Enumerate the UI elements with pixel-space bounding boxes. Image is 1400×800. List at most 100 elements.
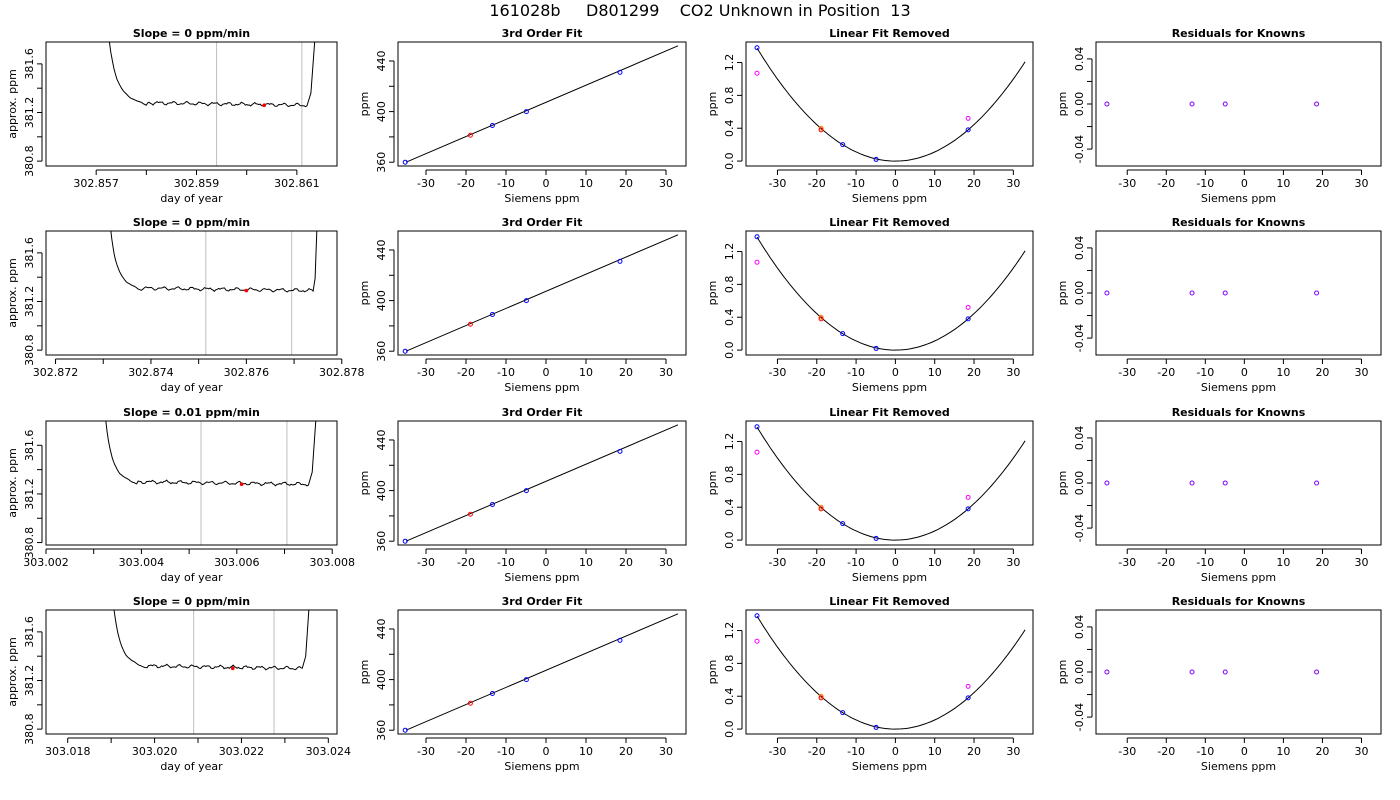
y-tick-label: -0.04 — [1073, 703, 1086, 731]
data-point — [402, 538, 408, 544]
x-tick-label: -10 — [1196, 745, 1214, 758]
x-tick-label: 303.024 — [306, 745, 352, 758]
x-axis-label: day of year — [160, 381, 223, 394]
y-tick-label: 0.0 — [723, 152, 736, 170]
x-tick-label: -20 — [808, 556, 826, 569]
y-axis-label: ppm — [1056, 471, 1069, 496]
panel-title: Slope = 0 ppm/min — [133, 595, 250, 608]
x-tick-label: 303.008 — [309, 556, 355, 569]
panel-trace-row-4: Slope = 0 ppm/min 303.018 303.020 303.022 30… — [6, 595, 352, 773]
x-tick-label: 302.857 — [73, 177, 119, 190]
x-tick-label: 30 — [659, 745, 673, 758]
x-tick-label: 30 — [659, 177, 673, 190]
data-point — [1314, 669, 1320, 675]
y-tick-label: 381.2 — [23, 286, 36, 318]
data-layer — [402, 234, 679, 354]
panel-title: Residuals for Knowns — [1172, 27, 1306, 40]
data-point — [467, 132, 473, 138]
x-axis-label: day of year — [160, 571, 223, 584]
x-axis-label: Siemens ppm — [1201, 760, 1276, 773]
y-axis-label: ppm — [1056, 92, 1069, 117]
data-point — [873, 535, 879, 541]
data-point — [402, 727, 408, 733]
data-point — [523, 488, 529, 494]
x-axis-label: Siemens ppm — [504, 381, 579, 394]
x-tick-label: 30 — [1006, 745, 1020, 758]
x-tick-label: -20 — [808, 366, 826, 379]
x-tick-label: -20 — [457, 177, 475, 190]
sample-marker — [230, 666, 235, 671]
y-tick-label: 360 — [375, 152, 388, 173]
data-layer — [754, 613, 1026, 730]
data-point — [1222, 480, 1228, 486]
x-tick-label: 20 — [619, 366, 633, 379]
data-point — [1222, 101, 1228, 107]
panel-fit-row-4: 3rd Order Fit -30 -20 -10 0 10 20 30 Siemens ppm… — [358, 595, 687, 773]
y-tick-label: 400 — [375, 101, 388, 122]
data-point — [873, 156, 879, 162]
y-tick-label: 360 — [375, 720, 388, 741]
x-tick-label: -30 — [417, 177, 435, 190]
data-layer — [108, 42, 316, 166]
x-tick-label: 30 — [1354, 177, 1368, 190]
data-layer — [1104, 480, 1320, 486]
data-layer — [402, 613, 679, 733]
y-tick-label: 0.4 — [723, 119, 736, 137]
x-tick-label: 302.859 — [174, 177, 220, 190]
y-axis-label: ppm — [706, 471, 719, 496]
y-tick-label: 0.4 — [723, 308, 736, 326]
y-axis-label: ppm — [358, 92, 371, 117]
x-tick-label: -30 — [1118, 177, 1136, 190]
y-tick-label: 440 — [375, 239, 388, 260]
x-tick-label: -10 — [497, 366, 515, 379]
data-point — [754, 449, 760, 455]
x-tick-label: -10 — [847, 745, 865, 758]
trace-line — [108, 42, 316, 108]
x-tick-label: 10 — [928, 745, 942, 758]
panel-title: Linear Fit Removed — [829, 406, 950, 419]
data-point — [1104, 101, 1110, 107]
y-axis-label: ppm — [1056, 281, 1069, 306]
data-point — [818, 127, 824, 133]
panel-frame — [45, 41, 338, 167]
data-point — [840, 142, 846, 148]
data-point — [1189, 290, 1195, 296]
panel-resid-row-2: Residuals for Knowns -30 -20 -10 0 10 20 30 Siem… — [1056, 216, 1382, 394]
data-point — [489, 312, 495, 318]
y-axis-label: approx. ppm — [6, 448, 19, 518]
data-point — [489, 502, 495, 508]
data-point — [818, 316, 824, 322]
x-tick-label: 0 — [543, 177, 550, 190]
y-axis-label: ppm — [706, 281, 719, 306]
data-point — [489, 123, 495, 129]
data-layer — [754, 424, 1026, 541]
x-tick-label: -30 — [768, 556, 786, 569]
y-tick-label: 380.8 — [23, 713, 36, 745]
x-tick-label: 20 — [619, 177, 633, 190]
data-point — [965, 115, 971, 121]
panel-frame — [1095, 230, 1382, 356]
x-tick-label: 10 — [1276, 745, 1290, 758]
data-point — [523, 677, 529, 683]
x-tick-label: 303.004 — [119, 556, 165, 569]
y-axis-label: ppm — [1056, 660, 1069, 685]
x-tick-label: 30 — [1006, 177, 1020, 190]
data-point — [873, 345, 879, 351]
data-point — [617, 637, 623, 643]
data-point — [754, 234, 760, 240]
panel-frame — [397, 609, 687, 735]
panel-title: 3rd Order Fit — [502, 27, 583, 40]
data-point — [754, 259, 760, 265]
x-tick-label: 302.861 — [274, 177, 320, 190]
x-tick-label: 0 — [543, 745, 550, 758]
x-axis-label: Siemens ppm — [852, 192, 927, 205]
x-tick-label: -10 — [1196, 366, 1214, 379]
data-layer — [402, 45, 679, 165]
panel-frame — [745, 230, 1034, 356]
y-axis-label: ppm — [358, 660, 371, 685]
panel-frame — [397, 41, 687, 167]
y-tick-label: -0.04 — [1073, 135, 1086, 163]
x-tick-label: 0 — [892, 745, 899, 758]
x-tick-label: -10 — [1196, 556, 1214, 569]
x-tick-label: -10 — [497, 177, 515, 190]
